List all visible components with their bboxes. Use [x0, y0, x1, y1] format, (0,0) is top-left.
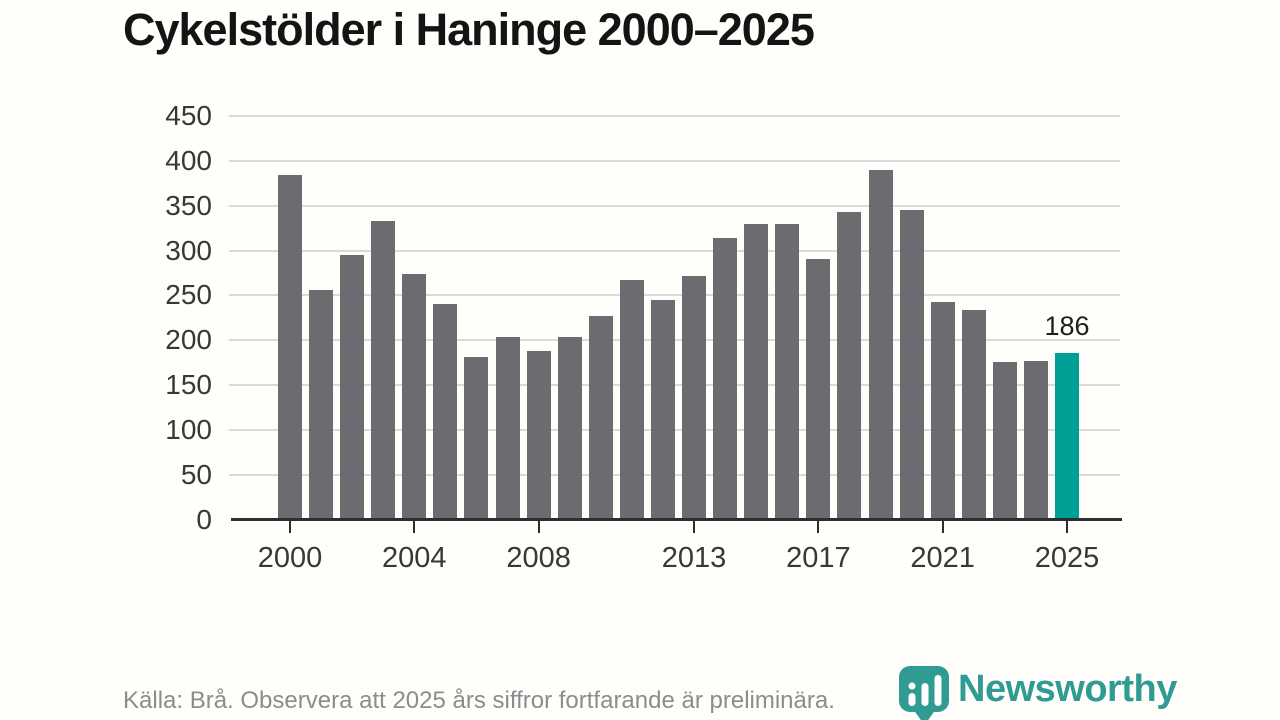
gridline-450: [229, 115, 1120, 117]
y-axis-label-300: 300: [165, 234, 212, 266]
bar-2015: [744, 223, 769, 520]
bar-2006: [464, 357, 489, 520]
bar-2021: [930, 301, 955, 520]
x-axis-tick-2000: [289, 521, 291, 533]
bar-2025: [1055, 352, 1079, 520]
x-axis-tick-2025: [1066, 521, 1068, 533]
x-axis-label-2000: 2000: [257, 542, 323, 574]
bar-2005: [433, 304, 458, 520]
bar-2002: [340, 254, 365, 520]
bar-2007: [495, 336, 520, 520]
y-axis-label-50: 50: [180, 458, 212, 490]
x-axis-label-2017: 2017: [786, 542, 851, 574]
bar-2020: [899, 210, 924, 520]
bar-2004: [402, 273, 427, 520]
y-axis-label-150: 150: [165, 369, 212, 400]
newsworthy-wordmark: Newsworthy: [958, 668, 1177, 710]
source-note: Källa: Brå. Observera att 2025 års siffr…: [123, 687, 835, 714]
bar-2016: [775, 223, 800, 520]
x-axis-label-2008: 2008: [506, 542, 571, 574]
bar-2001: [309, 289, 334, 520]
x-axis-line: [231, 518, 1122, 521]
bar-2014: [713, 237, 738, 520]
bar-2019: [868, 169, 893, 520]
bar-2024: [1023, 360, 1048, 520]
x-axis-label-2025: 2025: [1034, 542, 1100, 574]
y-axis-label-0: 0: [196, 503, 212, 535]
bar-2003: [371, 220, 396, 520]
bar-2008: [526, 350, 551, 520]
x-axis-tick-2013: [693, 521, 696, 533]
bar-2012: [650, 299, 675, 520]
bar-2023: [992, 361, 1017, 520]
x-axis-tick-2017: [817, 521, 820, 533]
gridline-350: [229, 204, 1120, 207]
bar-2009: [557, 336, 582, 520]
y-axis-label-250: 250: [165, 279, 212, 311]
bar-2017: [806, 259, 831, 520]
x-axis-tick-2008: [537, 521, 540, 533]
gridline-400: [229, 159, 1120, 162]
chart-title: Cykelstölder i Haninge 2000–2025: [123, 4, 815, 55]
y-axis-label-100: 100: [165, 413, 212, 445]
x-axis-label-2004: 2004: [382, 542, 447, 574]
bar-2011: [619, 280, 644, 520]
bar-2018: [837, 211, 862, 520]
gridline-250: [229, 294, 1120, 297]
y-axis-label-450: 450: [165, 100, 212, 131]
y-axis-label-200: 200: [165, 324, 212, 356]
newsworthy-pin-chart-icon: [899, 666, 949, 720]
bar-2010: [588, 315, 613, 520]
y-axis-label-350: 350: [165, 189, 212, 221]
bar-2022: [961, 309, 986, 520]
x-axis-label-2021: 2021: [910, 542, 975, 574]
x-axis-label-2013: 2013: [661, 542, 727, 574]
x-axis-tick-2021: [941, 521, 944, 533]
y-axis-label-400: 400: [165, 144, 212, 176]
bar-2000: [278, 175, 302, 520]
x-axis-tick-2004: [413, 521, 416, 533]
gridline-300: [229, 249, 1120, 252]
value-label-2025: 186: [1044, 310, 1090, 341]
bar-2013: [682, 275, 707, 520]
